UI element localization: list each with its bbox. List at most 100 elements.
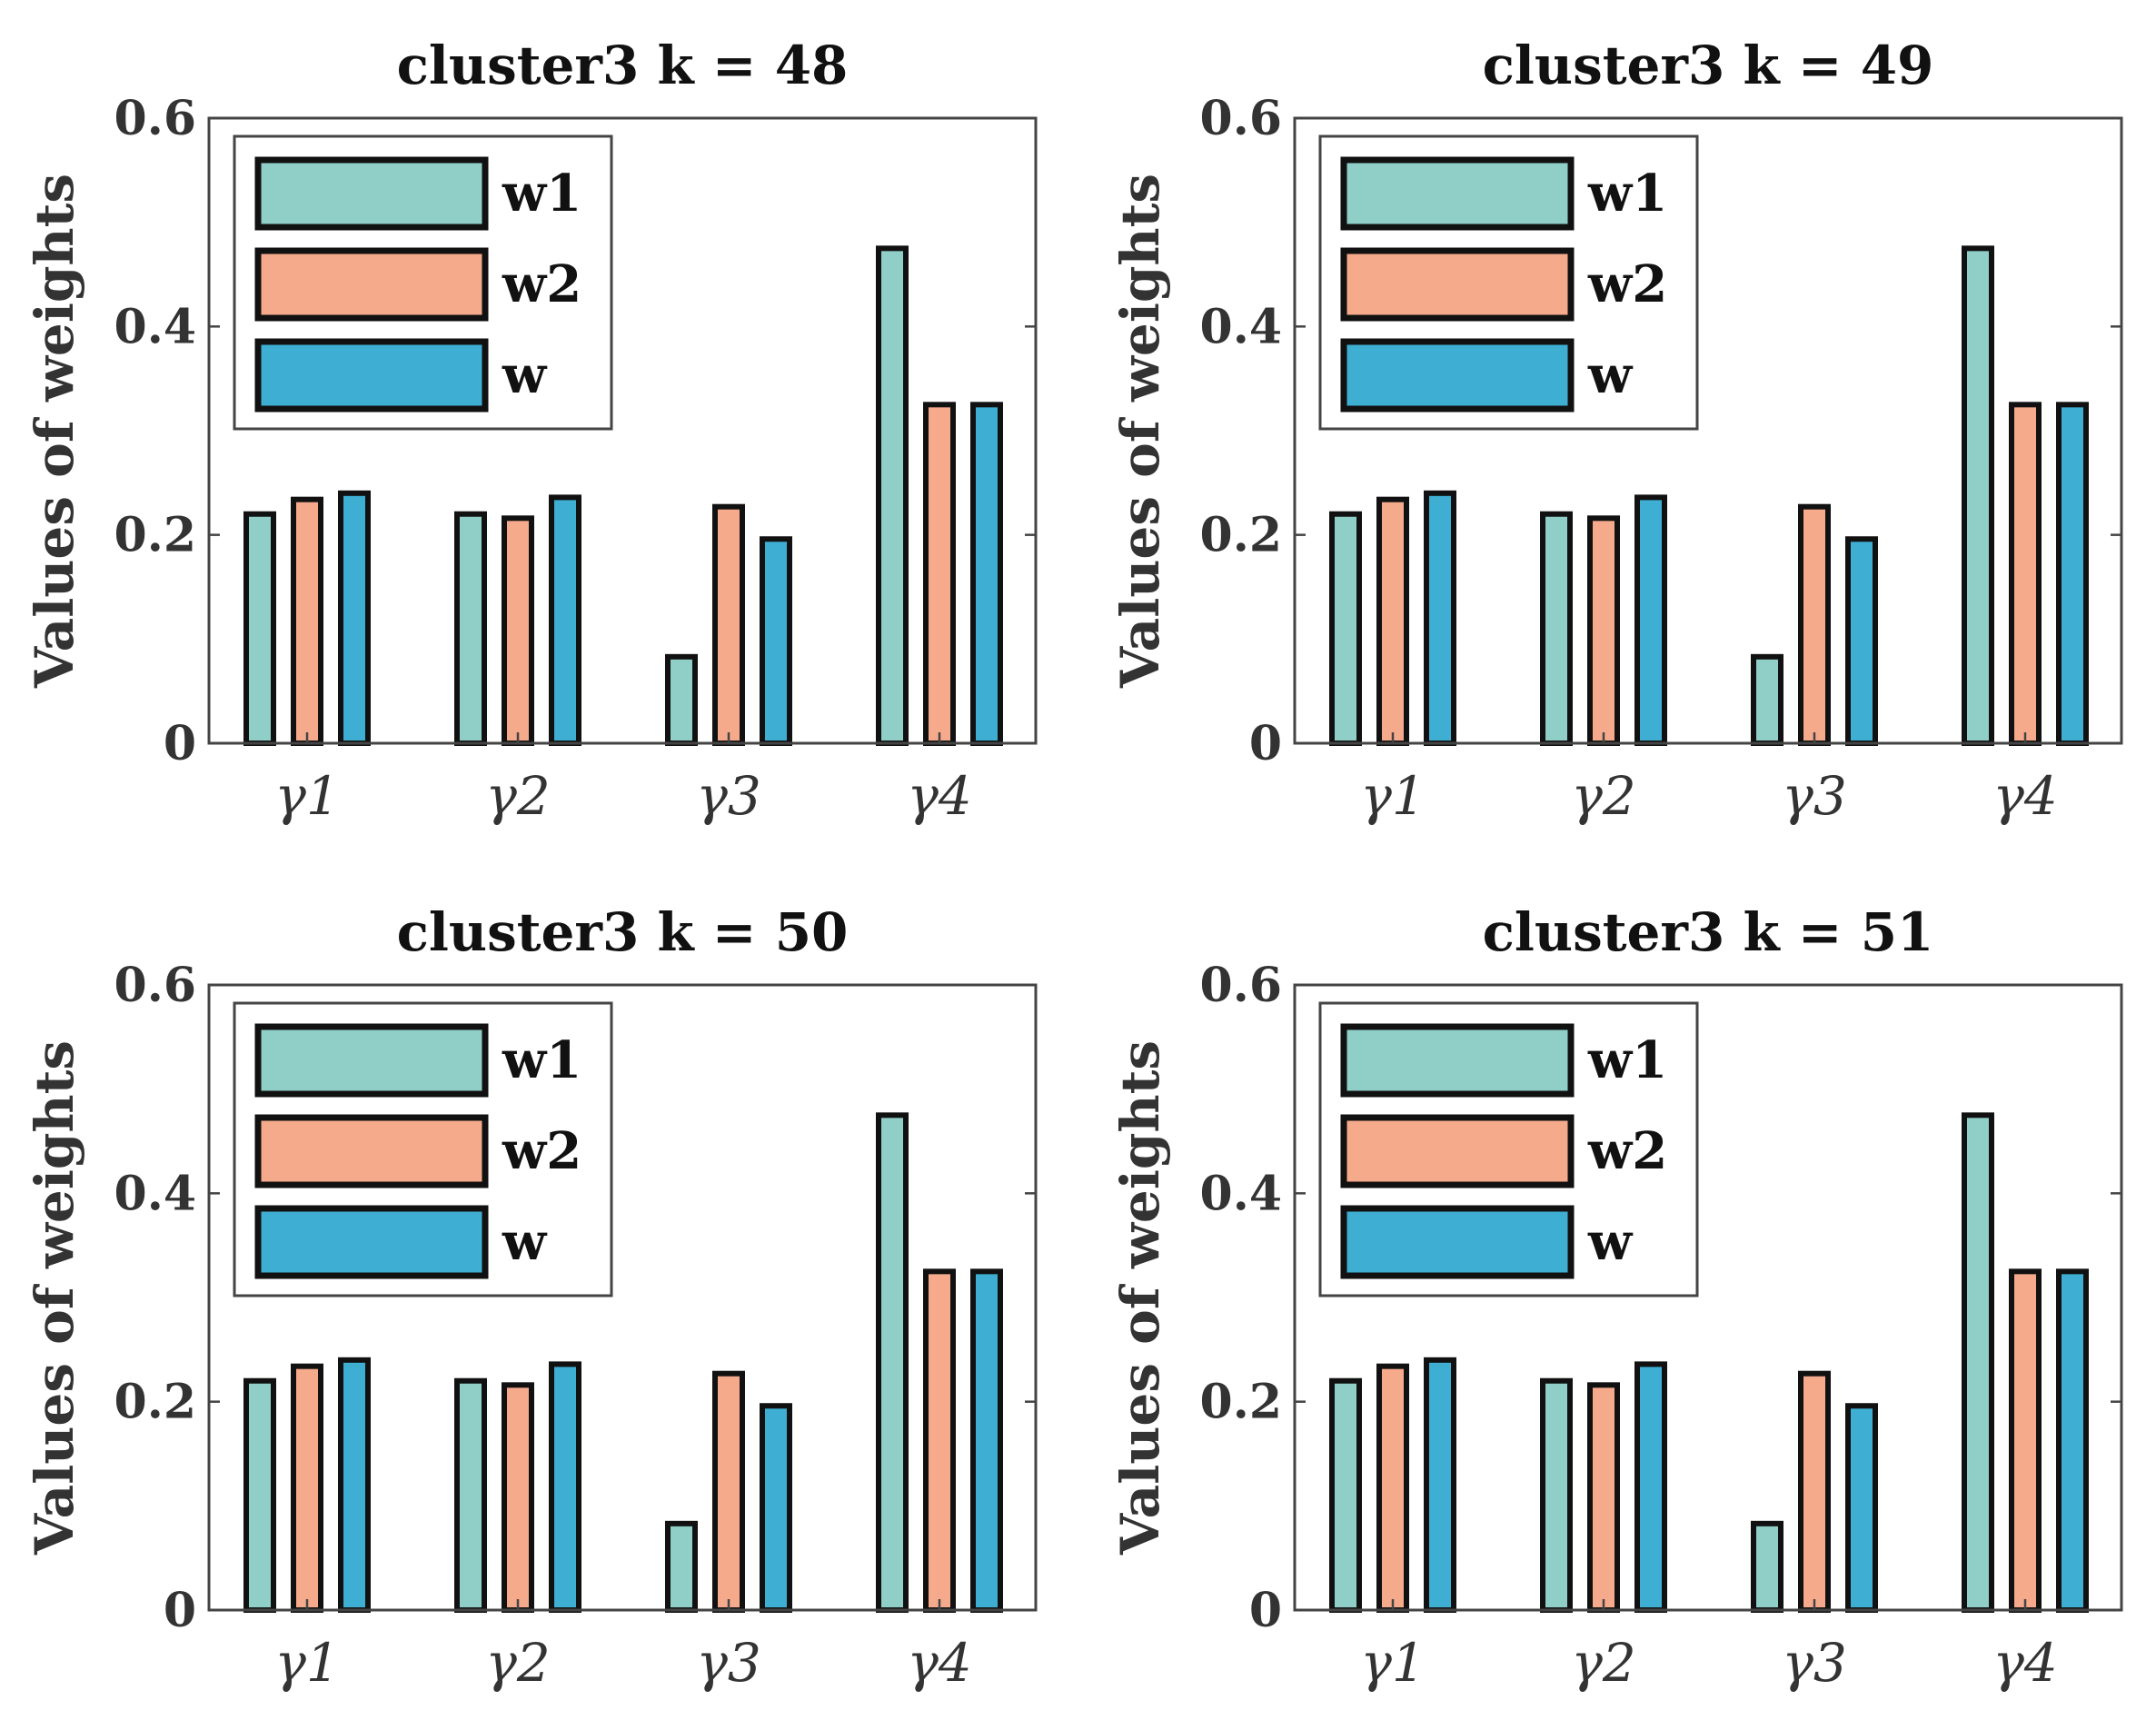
chart-title: cluster3 k = 50 (397, 901, 849, 963)
legend-swatch-w (1340, 338, 1575, 413)
x-tick-label: γ4 (907, 765, 972, 827)
legend-label-w: w (1587, 345, 1634, 405)
y-axis-label: Values of weights (24, 1040, 85, 1556)
bar-w2-2 (502, 1382, 534, 1613)
bar-w-2 (549, 1361, 581, 1614)
y-tick-label: 0.6 (1200, 91, 1282, 146)
legend-swatch-w2 (254, 247, 489, 322)
bar-w1-4 (1962, 245, 1994, 747)
legend: w1 w2 w (233, 1001, 613, 1298)
x-tick-label: γ1 (274, 765, 340, 827)
chart-title: cluster3 k = 49 (1483, 35, 1934, 96)
x-tick-label: γ3 (1782, 765, 1847, 827)
x-tick-label: γ3 (1782, 1632, 1847, 1694)
subplot-2: cluster3 k = 49 Values of weights 0 0.2 0.4 0… (1109, 35, 2123, 827)
legend-swatch-w2 (1340, 247, 1575, 322)
x-tick-label: γ4 (1992, 1632, 2058, 1694)
bar-w2-2 (1587, 1382, 1620, 1613)
bar-w2-1 (1376, 496, 1409, 746)
subplot-3: cluster3 k = 50 Values of weights 0 0.2 0.4 0… (24, 901, 1038, 1694)
y-axis-label: Values of weights (1109, 1040, 1171, 1556)
bar-w2-3 (1798, 1370, 1831, 1613)
x-tick-label: γ1 (1360, 765, 1426, 827)
legend-label-w2: w2 (1587, 1121, 1667, 1181)
legend-swatch-w (254, 338, 489, 413)
bar-w-4 (2056, 1268, 2089, 1614)
legend-swatch-w1 (254, 156, 489, 231)
y-tick-label: 0.6 (114, 958, 196, 1013)
y-tick-label: 0.4 (1200, 1166, 1282, 1221)
y-tick-label: 0.4 (114, 299, 196, 354)
legend-label-w: w (502, 345, 548, 405)
x-tick-label: γ1 (274, 1632, 340, 1694)
bar-w-3 (760, 1403, 792, 1613)
bar-w1-3 (1751, 1520, 1783, 1613)
bar-w1-1 (1329, 511, 1362, 746)
bar-w2-3 (712, 503, 745, 746)
y-tick-label: 0.2 (114, 1375, 196, 1430)
bar-w-1 (338, 1357, 371, 1614)
y-axis-label: Values of weights (24, 174, 85, 689)
x-tick-label: γ2 (485, 1632, 551, 1694)
legend-label-w1: w1 (1587, 164, 1667, 224)
bar-w-2 (1634, 1361, 1667, 1614)
bar-w1-3 (665, 653, 698, 746)
y-tick-label: 0 (164, 716, 196, 771)
legend-swatch-w (1340, 1205, 1575, 1279)
plot-frame (207, 116, 1038, 745)
legend-label-w2: w2 (1587, 254, 1667, 314)
legend-label-w1: w1 (1587, 1030, 1667, 1090)
plot-frame (207, 983, 1038, 1612)
bar-w1-2 (454, 511, 487, 746)
bar-w1-2 (1540, 1377, 1573, 1613)
bar-w-3 (1845, 1403, 1878, 1613)
bar-w2-4 (923, 1268, 956, 1614)
legend-label-w: w (502, 1212, 548, 1272)
y-tick-label: 0 (1249, 1583, 1282, 1638)
plot-frame (1293, 983, 2123, 1612)
bar-w-2 (549, 494, 581, 746)
legend: w1 w2 w (1318, 134, 1699, 431)
bar-w1-4 (1962, 1112, 1994, 1614)
x-tick-label: γ4 (1992, 765, 2058, 827)
legend-label-w: w (1587, 1212, 1634, 1272)
y-tick-label: 0.4 (1200, 299, 1282, 354)
y-axis-label: Values of weights (1109, 174, 1171, 689)
legend-swatch-w2 (254, 1114, 489, 1188)
bar-w-1 (1424, 490, 1456, 746)
legend-label-w1: w1 (502, 164, 581, 224)
bar-w2-1 (291, 1363, 323, 1614)
x-tick-label: γ3 (696, 765, 761, 827)
subplot-4: cluster3 k = 51 Values of weights 0 0.2 0.4 0… (1109, 901, 2123, 1694)
bar-w2-4 (923, 402, 956, 746)
legend-swatch-w1 (1340, 156, 1575, 231)
bar-w1-4 (876, 1112, 909, 1614)
x-tick-label: γ2 (1571, 1632, 1636, 1694)
bar-w-1 (338, 490, 371, 746)
legend-label-w2: w2 (502, 254, 581, 314)
y-tick-label: 0.2 (1200, 508, 1282, 563)
bar-w1-3 (665, 1520, 698, 1613)
bar-w1-4 (876, 245, 909, 747)
bar-w2-3 (712, 1370, 745, 1613)
chart-title: cluster3 k = 48 (397, 35, 849, 96)
legend-swatch-w1 (1340, 1023, 1575, 1098)
bar-w2-3 (1798, 503, 1831, 746)
bar-w-2 (1634, 494, 1667, 746)
bar-w2-1 (291, 496, 323, 746)
plot-frame (1293, 116, 2123, 745)
subplot-1: cluster3 k = 48 Values of weights 0 0.2 0.4 0… (24, 35, 1038, 827)
y-tick-label: 0.6 (1200, 958, 1282, 1013)
bar-w1-2 (1540, 511, 1573, 746)
y-tick-label: 0.4 (114, 1166, 196, 1221)
y-tick-label: 0 (164, 1583, 196, 1638)
bar-w1-3 (1751, 653, 1783, 746)
legend-swatch-w2 (1340, 1114, 1575, 1188)
legend-label-w2: w2 (502, 1121, 581, 1181)
bar-w-3 (1845, 536, 1878, 747)
bar-w-3 (760, 536, 792, 747)
bar-w1-1 (243, 511, 276, 746)
x-tick-label: γ2 (485, 765, 551, 827)
bar-w-1 (1424, 1357, 1456, 1614)
